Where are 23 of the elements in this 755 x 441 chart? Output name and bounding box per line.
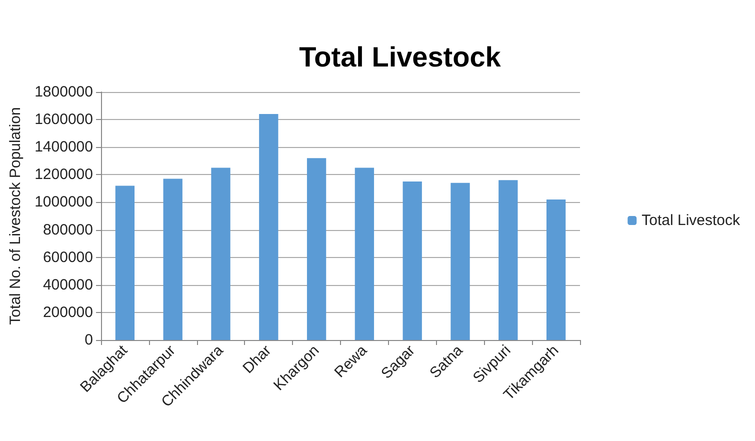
y-tick-label: 1200000 [34,166,93,184]
bar [163,178,182,340]
y-tick-label: 1800000 [34,84,93,100]
bar [546,199,566,340]
y-axis-title: Total No. of Livestock Population [7,107,24,325]
bar [354,168,374,340]
legend-label: Total Livestock [642,212,740,229]
bar [306,158,326,340]
y-tick-label: 200000 [42,304,93,321]
y-tick-label: 1600000 [34,111,93,128]
y-tick-label: 800000 [42,221,93,238]
y-tick-label: 1000000 [34,194,93,211]
bar [115,186,135,340]
bar [498,180,518,340]
bar [450,182,470,340]
y-tick-label: 600000 [42,248,93,266]
bar [402,182,422,340]
bar [259,114,278,340]
chart-title: Total Livestock [299,42,502,72]
y-tick-label: 400000 [42,276,93,294]
y-tick-label: 0 [84,332,93,348]
bar [211,168,230,340]
y-tick-label: 1400000 [34,138,93,156]
